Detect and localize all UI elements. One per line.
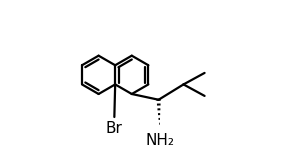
Text: Br: Br bbox=[106, 121, 123, 136]
Text: NH₂: NH₂ bbox=[145, 133, 174, 148]
